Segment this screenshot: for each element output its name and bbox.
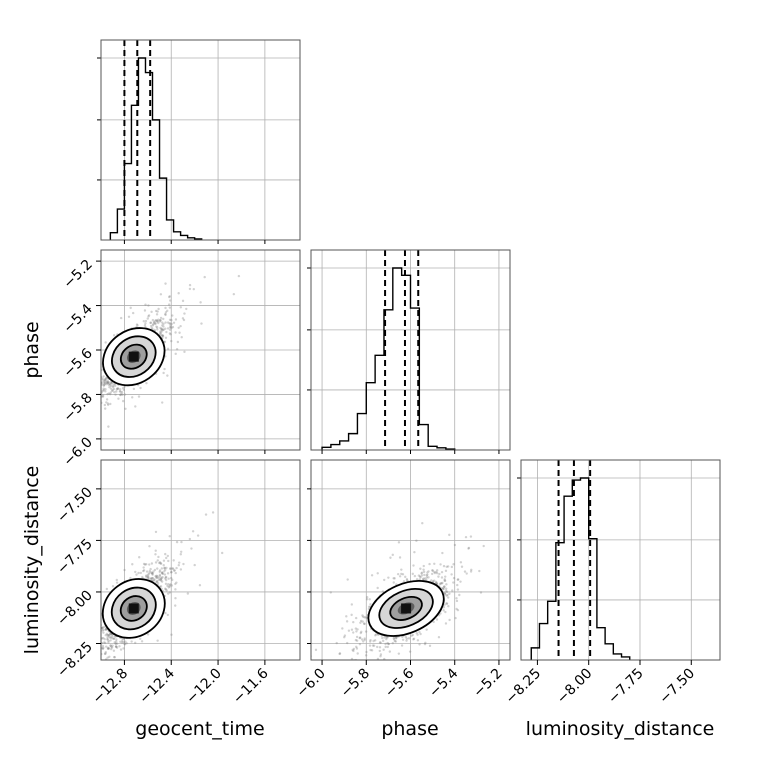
ylabel-phase: phase: [21, 321, 43, 378]
scatter-panel-geocent_time-phase: [101, 250, 300, 450]
y-tick-label: −8.00: [54, 587, 96, 629]
histogram-luminosity_distance: [530, 477, 631, 660]
x-tick-label: −12.0: [183, 666, 225, 708]
x-tick-label: −8.00: [554, 666, 596, 708]
x-tick-label: −12.8: [90, 666, 132, 708]
density-peak: [401, 603, 412, 614]
x-tick-label: −8.25: [503, 666, 545, 708]
y-tick-label: −5.8: [60, 390, 95, 425]
y-tick-label: −5.6: [60, 345, 95, 380]
x-tick-label: −7.75: [605, 666, 647, 708]
x-tick-label: −7.50: [656, 666, 698, 708]
y-tick-label: −6.0: [60, 434, 95, 469]
x-tick-label: −6.0: [294, 666, 329, 701]
xlabel-geocent-time: geocent_time: [135, 718, 264, 740]
xlabel-phase: phase: [381, 718, 438, 740]
x-tick-label: −5.4: [426, 665, 461, 700]
scatter-panel-phase-luminosity_distance: [311, 460, 510, 660]
hist-panel-phase: [307, 250, 510, 450]
y-tick-label: −5.4: [60, 301, 95, 336]
x-tick-label: −11.6: [230, 665, 272, 707]
y-tick-label: −7.75: [54, 536, 96, 578]
hist-frame-luminosity_distance: [520, 459, 721, 661]
y-tick-label: −5.2: [60, 257, 95, 292]
hist-panel-geocent_time: [97, 40, 300, 240]
y-tick-label: −7.50: [54, 484, 96, 526]
scatter-frame-1: [100, 459, 301, 661]
x-tick-label: −5.6: [382, 665, 417, 700]
xlabel-luminosity-distance: luminosity_distance: [526, 718, 715, 740]
hist-panel-luminosity_distance: [517, 460, 720, 660]
density-peak: [128, 351, 139, 362]
histogram-phase: [321, 267, 456, 450]
x-tick-label: −5.8: [338, 666, 373, 701]
ylabel-luminosity-distance: luminosity_distance: [21, 466, 43, 655]
hist-frame-geocent_time: [100, 39, 301, 241]
histogram-geocent_time: [109, 57, 203, 240]
x-tick-label: −5.2: [470, 666, 505, 701]
density-peak: [128, 603, 139, 614]
scatter-panel-geocent_time-luminosity_distance: [101, 460, 300, 660]
x-tick-label: −12.4: [136, 665, 178, 707]
y-tick-label: −8.25: [54, 639, 96, 681]
